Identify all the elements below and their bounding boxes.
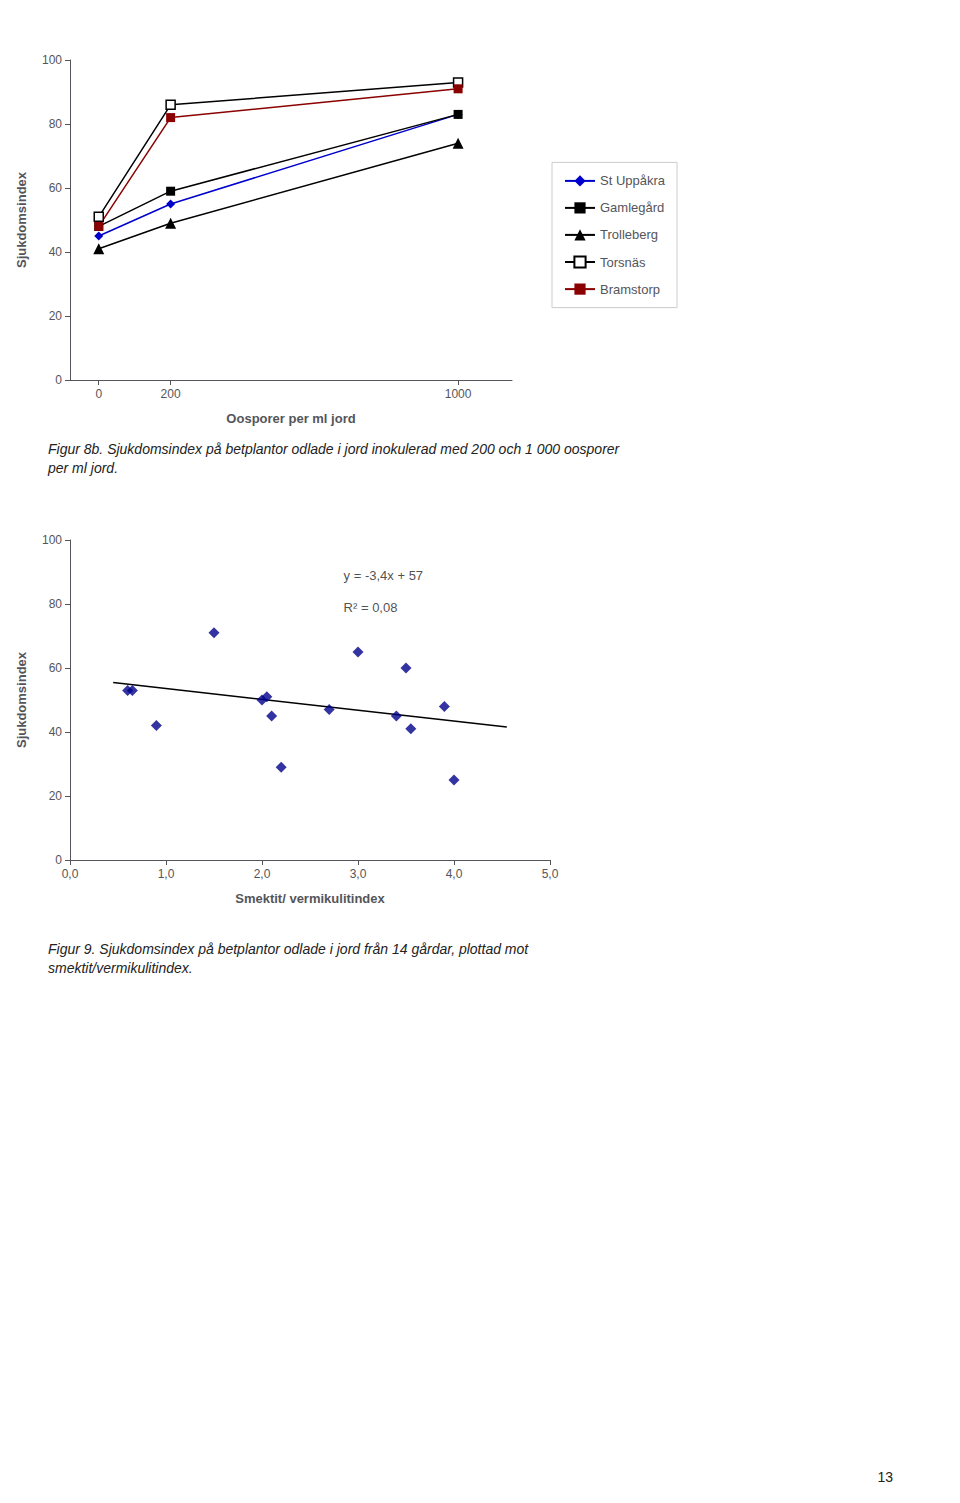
svg-text:100: 100 xyxy=(42,53,62,67)
svg-text:3,0: 3,0 xyxy=(350,867,367,881)
svg-text:Smektit/ vermikulitindex: Smektit/ vermikulitindex xyxy=(235,891,385,906)
svg-text:20: 20 xyxy=(49,309,63,323)
svg-text:Oosporer per ml jord: Oosporer per ml jord xyxy=(226,411,355,426)
svg-text:0: 0 xyxy=(55,853,62,867)
svg-text:Sjukdomsindex: Sjukdomsindex xyxy=(14,171,29,268)
svg-text:100: 100 xyxy=(42,533,62,547)
svg-text:Gamlegård: Gamlegård xyxy=(600,200,664,215)
svg-text:0,0: 0,0 xyxy=(62,867,79,881)
svg-text:1000: 1000 xyxy=(445,387,472,401)
svg-text:40: 40 xyxy=(49,245,63,259)
svg-text:St Uppåkra: St Uppåkra xyxy=(600,173,666,188)
svg-text:80: 80 xyxy=(49,117,63,131)
svg-text:R² = 0,08: R² = 0,08 xyxy=(344,600,398,615)
svg-text:200: 200 xyxy=(161,387,181,401)
svg-text:Sjukdomsindex: Sjukdomsindex xyxy=(14,651,29,748)
html-text:Figur 9. Sjukdomsindex på betp: Figur 9. Sjukdomsindex på betplantor odl… xyxy=(48,941,529,976)
svg-text:2,0: 2,0 xyxy=(254,867,271,881)
svg-text:0: 0 xyxy=(55,373,62,387)
svg-text:0: 0 xyxy=(95,387,102,401)
svg-text:60: 60 xyxy=(49,661,63,675)
svg-text:Torsnäs: Torsnäs xyxy=(600,255,646,270)
svg-text:Bramstorp: Bramstorp xyxy=(600,282,660,297)
html-text:Figur 8b. Sjukdomsindex på bet: Figur 8b. Sjukdomsindex på betplantor od… xyxy=(48,441,620,476)
svg-text:5,0: 5,0 xyxy=(542,867,559,881)
svg-text:1,0: 1,0 xyxy=(158,867,175,881)
svg-text:y = -3,4x + 57: y = -3,4x + 57 xyxy=(344,568,424,583)
svg-text:4,0: 4,0 xyxy=(446,867,463,881)
html-text:13: 13 xyxy=(877,1469,893,1485)
svg-text:60: 60 xyxy=(49,181,63,195)
svg-text:40: 40 xyxy=(49,725,63,739)
svg-text:20: 20 xyxy=(49,789,63,803)
svg-text:80: 80 xyxy=(49,597,63,611)
svg-text:Trolleberg: Trolleberg xyxy=(600,227,658,242)
